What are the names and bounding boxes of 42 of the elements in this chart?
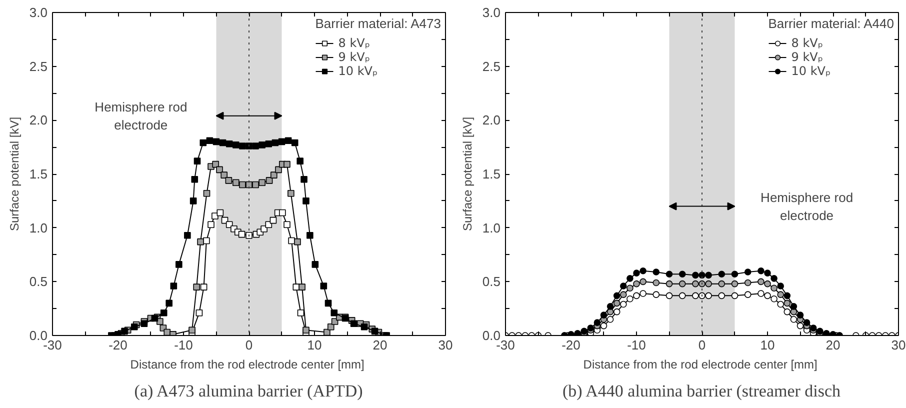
x-tick-label: -20 [562,338,580,352]
y-tick-label: 1.0 [29,220,48,236]
y-tick-label: 1.5 [482,166,501,182]
x-tick-label: 10 [307,338,322,352]
y-tick-label: 2.5 [29,58,48,74]
y-axis-title: Surface potential [kV] [460,116,474,232]
legend-label: 10 kVₚ [791,64,831,78]
y-tick-label: 0.0 [482,328,501,343]
annotation: Hemisphere rod electrode [760,190,854,223]
x-tick-label: 10 [760,338,775,352]
x-tick-label: 0 [698,338,706,352]
y-axis-title: Surface potential [kV] [7,116,22,232]
x-tick-label: -10 [174,338,193,352]
legend-label: 10 kVₚ [338,64,378,78]
y-tick-label: 0.5 [482,274,501,290]
y-tick-label: 2.0 [482,112,501,128]
y-tick-label: 1.5 [29,166,48,182]
y-tick-label: 3.0 [482,5,501,20]
legend-title: Barrier material: A473 [315,16,441,31]
y-tick-label: 1.0 [482,220,501,236]
y-tick-label: 0.0 [29,328,48,343]
text: (b) A440 alumina barrier (streamer disch [562,382,842,400]
y-tick-label: 0.5 [29,274,48,290]
y-tick-label: 3.0 [29,5,48,20]
x-axis-title: Distance from the rod electrode center [mm] [130,358,364,372]
x-axis-title: Distance from the rod electrode center [mm] [583,358,818,372]
x-tick-label: 20 [372,338,388,352]
x-tick-label: -10 [627,338,646,352]
legend-label: 8 kVₚ [338,36,370,50]
legend-label: 9 kVₚ [791,50,824,64]
x-tick-label: 30 [438,338,453,352]
annotation: Hemisphere rod electrode [94,99,188,132]
x-tick-label: 20 [826,338,840,352]
y-tick-label: 2.0 [29,112,48,128]
x-tick-label: -20 [108,338,128,352]
legend-label: 8 kVₚ [791,36,824,50]
legend-label: 9 kVₚ [338,50,370,64]
x-tick-label: 0 [245,338,253,352]
y-tick-label: 2.5 [482,58,501,74]
x-tick-label: 30 [891,338,906,352]
text: (a) A473 alumina barrier (APTD) [134,382,363,400]
legend-title: Barrier material: A440 [768,16,894,31]
